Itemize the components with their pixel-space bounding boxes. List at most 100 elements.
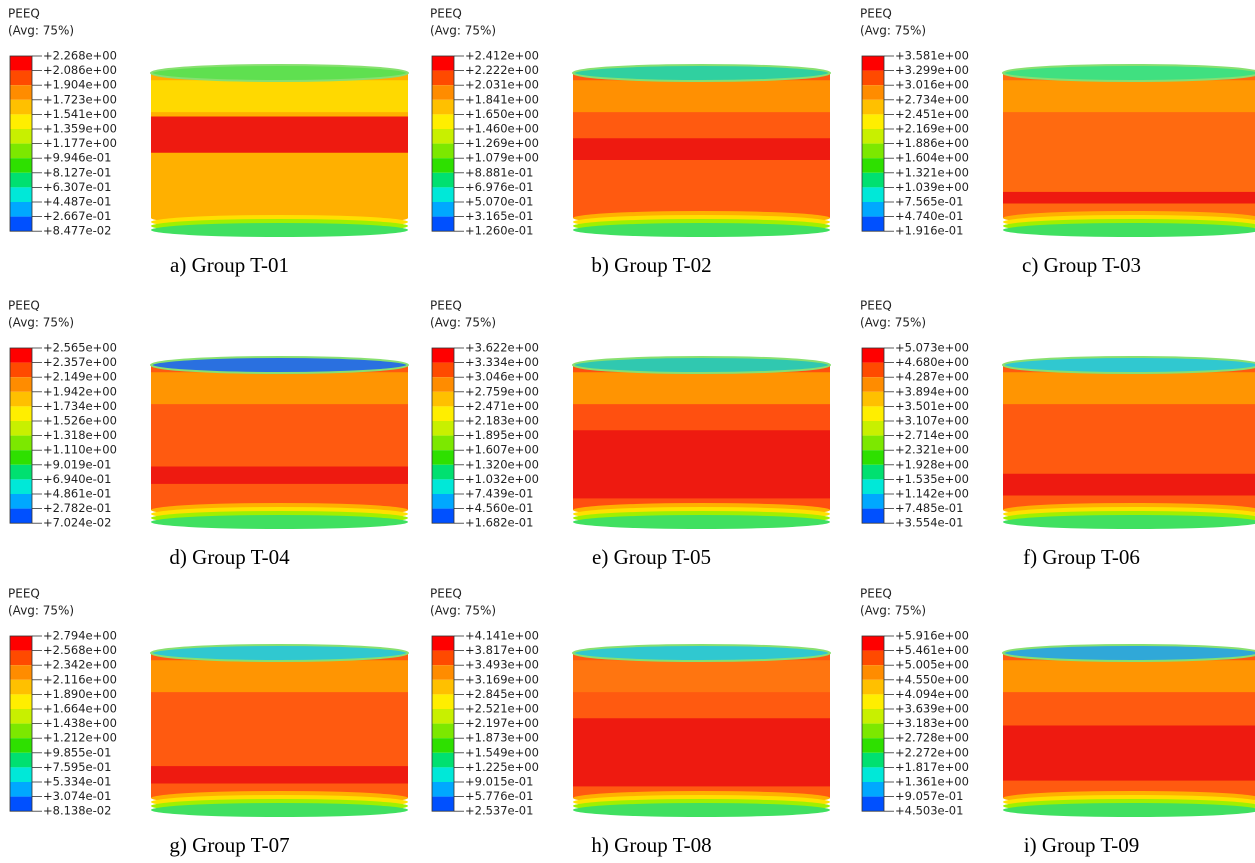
legend-label: +1.886e+00 <box>895 136 969 150</box>
panel: PEEQ (Avg: 75%) +5.073e+00+4.680e+00+4.287… <box>860 299 1255 569</box>
legend-swatch <box>432 56 454 71</box>
legend-swatch <box>862 665 884 680</box>
legend-label: +1.110e+00 <box>43 443 117 457</box>
legend-label: +1.916e-01 <box>895 224 963 238</box>
legend-label: +8.477e-02 <box>43 224 111 238</box>
legend-label: +4.740e-01 <box>895 209 963 223</box>
legend-label: +7.485e-01 <box>895 501 963 515</box>
averaging-label: (Avg: 75%) <box>860 316 926 330</box>
cylinder-top <box>150 644 409 662</box>
legend-swatch <box>10 767 32 782</box>
legend-label: +2.734e+00 <box>895 92 969 106</box>
legend-swatch <box>432 158 454 173</box>
averaging-label: (Avg: 75%) <box>860 604 926 618</box>
variable-label: PEEQ <box>860 299 892 313</box>
legend-swatch <box>862 650 884 666</box>
variable-label: PEEQ <box>430 587 462 601</box>
cylinder-zone <box>573 372 830 405</box>
legend-label: +2.471e+00 <box>465 399 539 413</box>
legend-label: +4.861e-01 <box>43 487 111 501</box>
legend-swatch <box>862 114 884 129</box>
legend-label: +2.782e-01 <box>43 501 111 515</box>
legend-swatch <box>432 796 454 812</box>
legend-label: +1.225e+00 <box>465 760 539 774</box>
legend-label: +3.299e+00 <box>895 63 969 77</box>
legend-swatch <box>862 56 884 71</box>
legend-swatch <box>10 391 32 407</box>
legend-label: +1.438e+00 <box>43 716 117 730</box>
legend-swatch <box>432 99 454 115</box>
legend-label: +1.604e+00 <box>895 151 969 165</box>
cylinder-band <box>151 116 408 153</box>
legend-swatch <box>432 143 454 159</box>
legend-label: +1.607e+00 <box>465 443 539 457</box>
legend-label: +2.565e+00 <box>43 341 117 355</box>
legend-swatch <box>10 143 32 159</box>
legend-label: +3.639e+00 <box>895 702 969 716</box>
legend-swatch <box>862 421 884 436</box>
legend-label: +2.759e+00 <box>465 384 539 398</box>
legend-swatch <box>10 738 32 753</box>
legend-label: +3.046e+00 <box>465 370 539 384</box>
caption: b) Group T-02 <box>591 253 711 277</box>
legend-label: +7.595e-01 <box>43 760 111 774</box>
averaging-label: (Avg: 75%) <box>430 604 496 618</box>
legend-label: +5.005e+00 <box>895 658 969 672</box>
cylinder-base <box>573 223 830 237</box>
legend-swatch <box>10 796 32 812</box>
averaging-label: (Avg: 75%) <box>8 24 74 38</box>
legend-swatch <box>432 129 454 144</box>
legend-swatch <box>432 114 454 129</box>
cylinder-top <box>1002 644 1255 662</box>
legend-label: +9.019e-01 <box>43 457 111 471</box>
legend-label: +8.881e-01 <box>465 165 533 179</box>
legend-label: +1.928e+00 <box>895 457 969 471</box>
legend-label: +3.554e-01 <box>895 516 963 530</box>
panel: PEEQ (Avg: 75%) +3.581e+00+3.299e+00+3.016… <box>860 7 1255 277</box>
legend-swatch <box>10 114 32 129</box>
variable-label: PEEQ <box>860 587 892 601</box>
legend-swatch <box>862 752 884 768</box>
panel: PEEQ (Avg: 75%) +2.565e+00+2.357e+00+2.149… <box>8 299 409 569</box>
legend-swatch <box>10 450 32 465</box>
cylinder-base <box>573 803 830 817</box>
legend-swatch <box>862 391 884 407</box>
legend-label: +2.412e+00 <box>465 49 539 63</box>
legend-label: +1.535e+00 <box>895 472 969 486</box>
legend-label: +1.723e+00 <box>43 92 117 106</box>
legend-swatch <box>432 694 454 709</box>
legend-label: +2.321e+00 <box>895 443 969 457</box>
legend-label: +2.342e+00 <box>43 658 117 672</box>
legend-label: +3.074e-01 <box>43 789 111 803</box>
legend-label: +1.039e+00 <box>895 180 969 194</box>
legend-label: +2.714e+00 <box>895 428 969 442</box>
cylinder-top <box>150 356 409 374</box>
legend-swatch <box>10 421 32 436</box>
legend-label: +9.015e-01 <box>465 775 533 789</box>
legend-label: +1.549e+00 <box>465 745 539 759</box>
legend-label: +7.024e-02 <box>43 516 111 530</box>
cylinder-base <box>1003 223 1255 237</box>
caption: a) Group T-01 <box>170 253 289 277</box>
legend-swatch <box>862 694 884 709</box>
legend-label: +1.142e+00 <box>895 487 969 501</box>
legend-label: +2.568e+00 <box>43 643 117 657</box>
cylinder-zone <box>151 80 408 113</box>
legend-swatch <box>862 85 884 100</box>
legend-label: +2.031e+00 <box>465 78 539 92</box>
legend-swatch <box>432 782 454 797</box>
legend-label: +1.177e+00 <box>43 136 117 150</box>
cylinder-base <box>151 515 408 529</box>
legend-label: +1.650e+00 <box>465 107 539 121</box>
legend-label: +1.841e+00 <box>465 92 539 106</box>
legend-swatch <box>862 99 884 115</box>
legend-label: +5.073e+00 <box>895 341 969 355</box>
legend-label: +8.127e-01 <box>43 165 111 179</box>
legend-swatch <box>432 665 454 680</box>
panel: PEEQ (Avg: 75%) +3.622e+00+3.334e+00+3.046… <box>430 299 831 569</box>
variable-label: PEEQ <box>430 7 462 21</box>
cylinder-zone <box>1003 80 1255 113</box>
cylinder-top <box>572 356 831 374</box>
legend-swatch <box>862 348 884 363</box>
